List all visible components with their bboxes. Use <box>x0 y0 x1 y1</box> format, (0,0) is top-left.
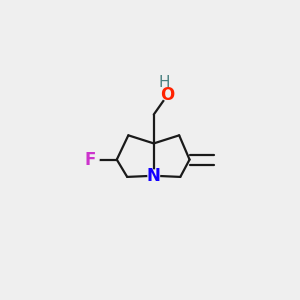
Text: O: O <box>160 86 175 104</box>
Text: H: H <box>158 75 170 90</box>
Circle shape <box>86 153 99 166</box>
Circle shape <box>160 78 169 87</box>
Circle shape <box>162 89 173 101</box>
Text: F: F <box>85 151 96 169</box>
Circle shape <box>148 170 160 182</box>
Text: N: N <box>147 167 161 185</box>
